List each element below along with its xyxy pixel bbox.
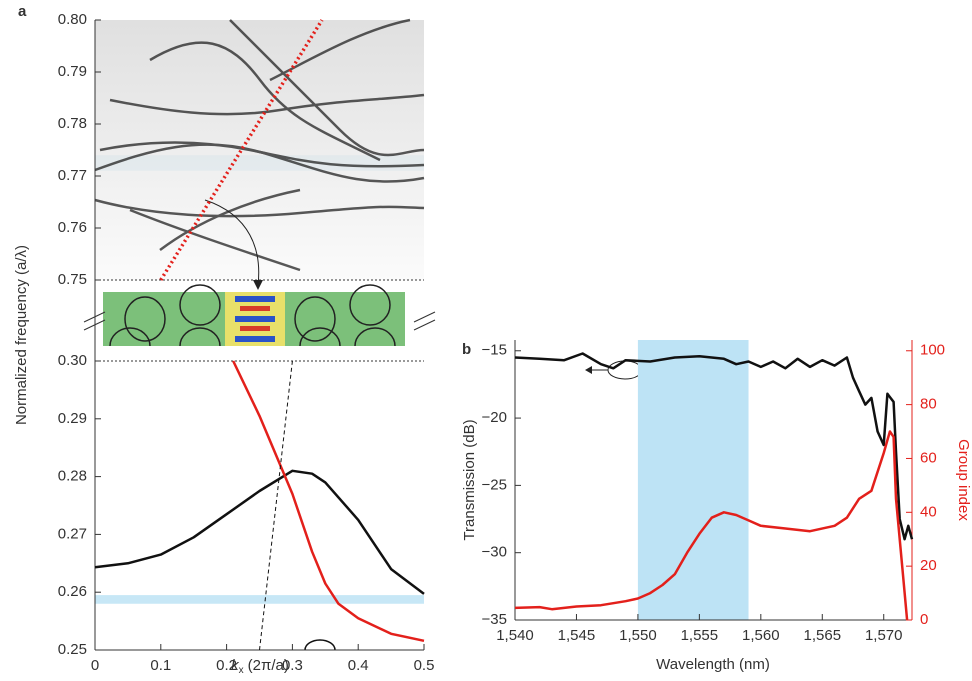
data-line bbox=[514, 430, 909, 621]
y-tick-label: −35 bbox=[482, 611, 507, 628]
x-tick-label: 1,555 bbox=[681, 627, 719, 644]
panel-label: a bbox=[18, 3, 27, 20]
y-tick-label: 0.78 bbox=[58, 115, 87, 132]
x-tick-label: 1,550 bbox=[619, 627, 657, 644]
y-tick-label: −15 bbox=[482, 342, 507, 359]
arrow-head bbox=[585, 366, 592, 374]
data-line bbox=[514, 352, 914, 541]
x-tick-label: 1,565 bbox=[804, 627, 842, 644]
y-tick-label: −25 bbox=[482, 476, 507, 493]
x-label-sub: x bbox=[239, 665, 244, 676]
x-tick-label: 0.3 bbox=[282, 657, 303, 674]
highlight-band bbox=[637, 340, 749, 620]
x-label-unit: (2π/a) bbox=[248, 657, 289, 674]
x-tick-label: 0 bbox=[91, 657, 99, 674]
y2-axis-label: Group index bbox=[955, 439, 972, 521]
data-line bbox=[259, 360, 293, 651]
band-image bbox=[94, 18, 425, 280]
x-label-symbol: k bbox=[231, 657, 240, 674]
y-tick-label: 60 bbox=[920, 449, 937, 466]
arrow-head bbox=[253, 280, 263, 290]
x-tick-label: 1,540 bbox=[496, 627, 534, 644]
x-tick-label: 0.4 bbox=[348, 657, 369, 674]
minor-band bbox=[304, 639, 336, 651]
y-tick-label: 0.77 bbox=[58, 167, 87, 184]
y-tick-label: −30 bbox=[482, 544, 507, 561]
x-tick-label: 0.1 bbox=[150, 657, 171, 674]
y-tick-label: −20 bbox=[482, 409, 507, 426]
x-tick-label: 0.2 bbox=[216, 657, 237, 674]
arrow bbox=[204, 199, 260, 286]
data-line bbox=[94, 469, 425, 595]
y-tick-label: 0.76 bbox=[58, 219, 87, 236]
y-tick-label: 100 bbox=[920, 342, 945, 359]
y-tick-label: 0.29 bbox=[58, 410, 87, 427]
y-tick-label: 0.75 bbox=[58, 271, 87, 288]
x-tick-label: 1,570 bbox=[865, 627, 903, 644]
x-axis-label: Wavelength (nm) bbox=[656, 656, 770, 673]
y-tick-label: 0.28 bbox=[58, 468, 87, 485]
x-axis-label: kx (2π/a) bbox=[231, 657, 289, 676]
y-axis-label: Transmission (dB) bbox=[461, 419, 478, 540]
panel-label: b bbox=[462, 341, 471, 358]
y-axis-label: Normalized frequency (a/λ) bbox=[13, 245, 30, 425]
data-line bbox=[232, 360, 425, 643]
y-tick-label: 0 bbox=[920, 611, 928, 628]
x-tick-label: 0.5 bbox=[414, 657, 435, 674]
y-tick-label: 0.79 bbox=[58, 63, 87, 80]
x-tick-label: 1,560 bbox=[742, 627, 780, 644]
y-tick-label: 20 bbox=[920, 557, 937, 574]
highlight-band bbox=[95, 595, 424, 604]
y-tick-label: 0.25 bbox=[58, 641, 87, 658]
x-tick-label: 1,545 bbox=[558, 627, 596, 644]
y-tick-label: 0.27 bbox=[58, 525, 87, 542]
y-tick-label: 0.30 bbox=[58, 352, 87, 369]
y-tick-label: 0.80 bbox=[58, 11, 87, 28]
field-inset bbox=[103, 284, 405, 347]
y-tick-label: 40 bbox=[920, 503, 937, 520]
y-tick-label: 0.26 bbox=[58, 583, 87, 600]
data-line bbox=[159, 19, 324, 281]
y-tick-label: 80 bbox=[920, 396, 937, 413]
